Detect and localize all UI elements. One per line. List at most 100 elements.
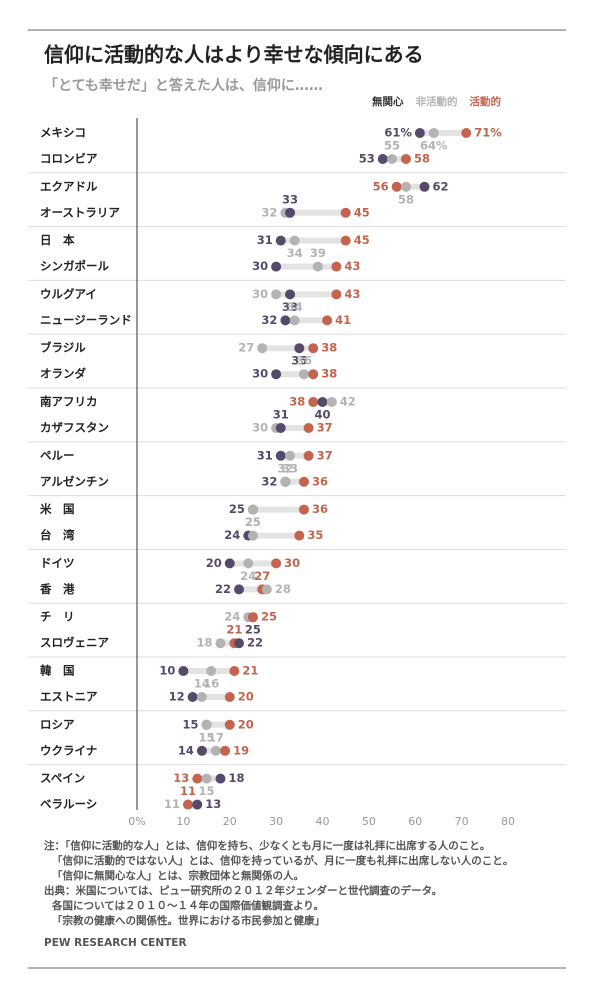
category-label: エストニア	[40, 690, 98, 704]
data-label: 39	[310, 246, 326, 260]
dot	[187, 692, 198, 702]
data-label: 14	[194, 677, 210, 691]
data-label: 25	[245, 623, 261, 637]
data-label: 16	[203, 677, 219, 691]
category-label: 南アフリカ	[40, 395, 98, 409]
dot	[261, 584, 272, 595]
dot	[210, 745, 221, 756]
category-label: ブラジル	[40, 341, 86, 355]
source: PEW RESEARCH CENTER	[44, 937, 187, 949]
data-label: 38	[321, 341, 337, 355]
data-label: 21	[242, 664, 258, 678]
dot	[234, 638, 245, 649]
dot	[196, 745, 207, 756]
data-label: 32	[277, 461, 293, 475]
legend-entry: 活動的	[470, 95, 502, 108]
x-tick-label: 0%	[128, 815, 145, 828]
data-label: 42	[340, 395, 356, 409]
dot	[229, 666, 240, 676]
note: 「信仰に無関心な人」とは、宗教団体と無関係の人。	[52, 869, 304, 882]
data-label: 13	[205, 797, 221, 811]
dot	[308, 343, 319, 354]
data-label: 71%	[474, 126, 502, 140]
dot	[298, 369, 309, 380]
data-label: 33	[282, 192, 298, 206]
dot	[275, 235, 286, 246]
dot	[340, 207, 351, 218]
dot	[294, 343, 305, 354]
dot	[303, 423, 314, 433]
dot	[183, 799, 194, 810]
x-tick-label: 20	[223, 815, 237, 828]
data-label: 64%	[420, 139, 448, 153]
data-label: 28	[275, 582, 291, 596]
data-label: 38	[321, 367, 337, 381]
data-label: 36	[312, 502, 328, 516]
category-label: 台 湾	[40, 528, 75, 542]
data-label: 17	[208, 730, 224, 744]
data-label: 11	[164, 797, 180, 811]
note: 「宗教の健康への関係性。世界における市民参加と健康」	[52, 914, 325, 927]
dot	[196, 692, 207, 702]
category-label: 米 国	[39, 502, 75, 516]
data-label: 21	[226, 623, 242, 637]
data-label: 30	[284, 556, 300, 570]
dot	[312, 261, 323, 272]
data-label: 35	[291, 354, 307, 368]
dot	[419, 181, 430, 192]
dot	[201, 719, 212, 730]
data-label: 45	[354, 233, 370, 247]
data-label: 20	[206, 556, 222, 570]
dot	[234, 584, 245, 595]
data-label: 24	[224, 610, 240, 624]
data-label: 56	[373, 179, 389, 193]
data-label: 19	[233, 743, 249, 757]
dot	[224, 692, 235, 702]
dot	[289, 235, 300, 246]
dot	[298, 504, 309, 515]
data-label: 10	[159, 664, 175, 678]
x-tick-label: 80	[501, 815, 515, 828]
dot	[400, 181, 411, 192]
x-tick-label: 60	[408, 815, 422, 828]
data-label: 35	[307, 528, 323, 542]
data-label: 36	[296, 354, 312, 368]
category-label: 韓 国	[40, 664, 75, 678]
category-label: ニュージーランド	[40, 313, 132, 327]
chart-title: 信仰に活動的な人はより幸せな傾向にある	[44, 43, 424, 67]
category-label: ウルグアイ	[40, 287, 97, 301]
data-label: 31	[257, 448, 273, 462]
data-label: 33	[282, 300, 298, 314]
data-label: 30	[252, 421, 268, 435]
dot	[322, 315, 333, 326]
x-tick-label: 70	[455, 815, 469, 828]
data-label: 22	[247, 636, 263, 650]
data-label: 31	[273, 408, 289, 422]
data-label: 55	[384, 139, 400, 153]
dot	[289, 315, 300, 326]
dot	[326, 397, 337, 407]
dot	[400, 154, 411, 164]
data-label: 40	[314, 408, 330, 422]
data-label: 34	[287, 246, 303, 260]
dot	[224, 558, 235, 569]
data-label: 32	[261, 205, 277, 219]
dot	[317, 397, 328, 407]
legend-entry: 無関心	[372, 95, 404, 108]
dot	[243, 558, 254, 569]
data-label: 36	[312, 474, 328, 488]
category-label: チ リ	[40, 610, 75, 624]
dot	[247, 504, 258, 515]
dot	[298, 476, 309, 487]
dot	[271, 369, 282, 380]
x-tick-label: 30	[269, 815, 283, 828]
dot	[271, 261, 282, 272]
dot	[192, 799, 203, 810]
note: 「信仰に活動的ではない人」とは、信仰を持っているが、月に一度も礼拝に出席しない人…	[52, 854, 513, 867]
dot	[285, 289, 296, 300]
category-label: ドイツ	[40, 556, 75, 570]
x-tick-label: 50	[362, 815, 376, 828]
dot	[247, 612, 258, 623]
dot	[280, 476, 291, 487]
dot	[215, 638, 226, 649]
